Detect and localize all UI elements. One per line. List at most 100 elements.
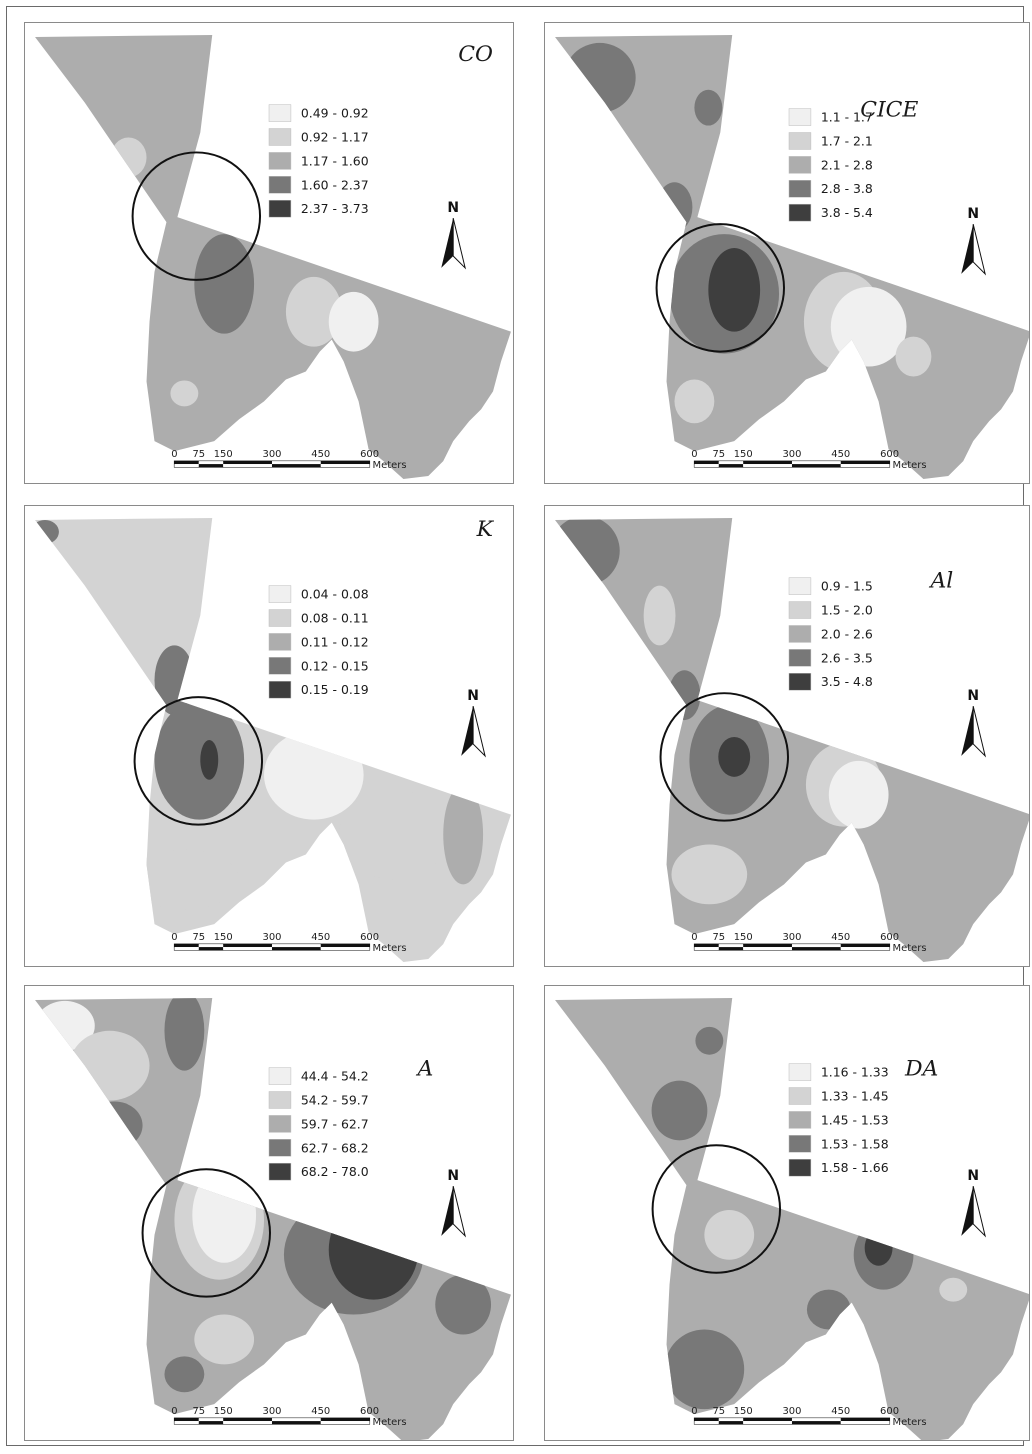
legend-label-3: 59.7 - 62.7: [301, 1116, 369, 1131]
legend-label-5: 2.37 - 3.73: [301, 201, 369, 216]
scale-tick-150: 150: [734, 449, 753, 460]
scale-segment-bottom-4: [320, 464, 370, 468]
legend-swatch-5: [788, 203, 812, 222]
scale-tick-300: 300: [263, 932, 282, 943]
scale-tick-300: 300: [782, 932, 801, 943]
zone-class-1: [830, 286, 907, 367]
scale-segment-top-1: [718, 944, 744, 948]
scale-unit: Meters: [373, 943, 407, 954]
legend-swatch-5: [788, 1158, 812, 1177]
scale-segment-bottom-4: [320, 1421, 370, 1425]
legend-swatch-2: [268, 128, 292, 146]
north-label: N: [447, 200, 459, 216]
scale-segment-top-4: [320, 1418, 370, 1422]
zone-class-2: [194, 1314, 255, 1365]
zone-class-1: [192, 1167, 257, 1263]
scale-segment-top-4: [840, 1418, 890, 1422]
scale-segment-top-3: [271, 461, 321, 465]
legend-swatch-4: [788, 649, 812, 667]
map-panel-k: K 0.04 - 0.08 0.08 - 0.11 0.11 - 0.12 0.12 -…: [24, 505, 514, 967]
scale-segment-bottom-1: [198, 947, 224, 951]
legend-label-1: 44.4 - 54.2: [301, 1069, 369, 1084]
legend-swatch-5: [268, 199, 292, 218]
legend-label-3: 2.0 - 2.6: [821, 626, 873, 641]
scale-segment-top-1: [718, 461, 744, 465]
scale-segment-top-1: [198, 461, 224, 465]
scale-unit: Meters: [893, 460, 927, 471]
scale-segment-top-4: [840, 461, 890, 465]
zone-class-5: [864, 1229, 893, 1266]
map-panel-cice: CICE 1.1 - 1.7 1.7 - 2.1 2.1 - 2.8 2.8 - 3.8…: [544, 22, 1030, 484]
north-arrow-icon: N: [461, 688, 486, 758]
legend-label-2: 1.33 - 1.45: [821, 1088, 889, 1103]
north-label: N: [467, 688, 479, 704]
legend-swatch-4: [268, 1139, 292, 1157]
north-label: N: [967, 688, 979, 704]
scale-unit: Meters: [373, 460, 407, 471]
scale-unit: Meters: [893, 1417, 927, 1428]
legend-swatch-3: [788, 156, 812, 174]
field-boundary: [35, 34, 511, 480]
legend-swatch-2: [268, 609, 292, 627]
scale-tick-600: 600: [360, 1406, 379, 1417]
scale-tick-75: 75: [712, 449, 725, 460]
scale-segment-top-2: [223, 461, 272, 465]
scale-segment-bottom-1: [198, 1421, 224, 1425]
north-arrow-right: [472, 706, 486, 758]
scale-tick-0: 0: [171, 449, 177, 460]
zone-class-4: [664, 1329, 745, 1410]
map-da-svg: DA 1.16 - 1.33 1.33 - 1.45 1.45 - 1.53 1.53 …: [555, 997, 1029, 1440]
zone-class-4: [86, 1101, 143, 1150]
variable-label: DA: [904, 1057, 938, 1082]
scale-segment-top-2: [743, 1418, 792, 1422]
legend-swatch-1: [268, 1067, 292, 1085]
legend-label-4: 62.7 - 68.2: [301, 1140, 369, 1155]
scale-tick-75: 75: [712, 932, 725, 943]
scale-segment-top-1: [718, 1418, 744, 1422]
scale-segment-bottom-4: [320, 947, 370, 951]
legend: 0.04 - 0.08 0.08 - 0.11 0.11 - 0.12 0.12 - …: [268, 585, 369, 699]
highlight-circle: [651, 1144, 782, 1274]
zone-class-2: [69, 1030, 150, 1101]
field-boundary: [35, 517, 511, 963]
highlight-circle: [141, 1168, 271, 1298]
scale-segment-top-0: [174, 461, 199, 465]
zone-class-4: [435, 1274, 492, 1335]
scale-tick-150: 150: [214, 1406, 233, 1417]
scale-segment-bottom-3: [271, 464, 321, 468]
scale-segment-bottom-1: [198, 464, 224, 468]
legend-label-4: 1.53 - 1.58: [821, 1136, 889, 1151]
zone-class-2: [338, 789, 449, 880]
variable-label: K: [476, 517, 495, 542]
legend-label-3: 0.11 - 0.12: [301, 634, 369, 649]
north-arrow-right: [972, 224, 987, 276]
scale-segment-bottom-3: [791, 1421, 841, 1425]
scale-tick-0: 0: [171, 932, 177, 943]
zone-class-4: [194, 234, 255, 334]
legend-swatch-5: [788, 673, 812, 691]
north-arrow-icon: N: [961, 206, 987, 276]
legend-label-4: 2.6 - 3.5: [821, 650, 873, 665]
map-panel-al: Al 0.9 - 1.5 1.5 - 2.0 2.0 - 2.6 2.6 - 3.5 3.…: [544, 505, 1030, 967]
legend-label-1: 0.49 - 0.92: [301, 106, 369, 121]
legend-swatch-5: [268, 680, 292, 699]
interpolated-zones: [555, 517, 889, 905]
legend-label-3: 1.17 - 1.60: [301, 153, 369, 168]
legend-label-1: 1.1 - 1.7: [821, 110, 873, 125]
legend-label-5: 0.15 - 0.19: [301, 682, 369, 697]
scale-segment-top-2: [223, 1418, 272, 1422]
scale-segment-bottom-4: [840, 1421, 890, 1425]
scale-tick-300: 300: [782, 449, 801, 460]
scale-segment-bottom-3: [791, 947, 841, 951]
legend-swatch-3: [268, 152, 292, 170]
legend-swatch-2: [788, 601, 812, 619]
legend-swatch-3: [268, 1115, 292, 1133]
scale-segment-top-1: [198, 944, 224, 948]
scale-segment-top-4: [840, 944, 890, 948]
scale-segment-top-0: [174, 944, 199, 948]
scale-segment-bottom-4: [840, 464, 890, 468]
zone-class-4: [35, 519, 59, 544]
legend-label-3: 2.1 - 2.8: [821, 157, 873, 172]
